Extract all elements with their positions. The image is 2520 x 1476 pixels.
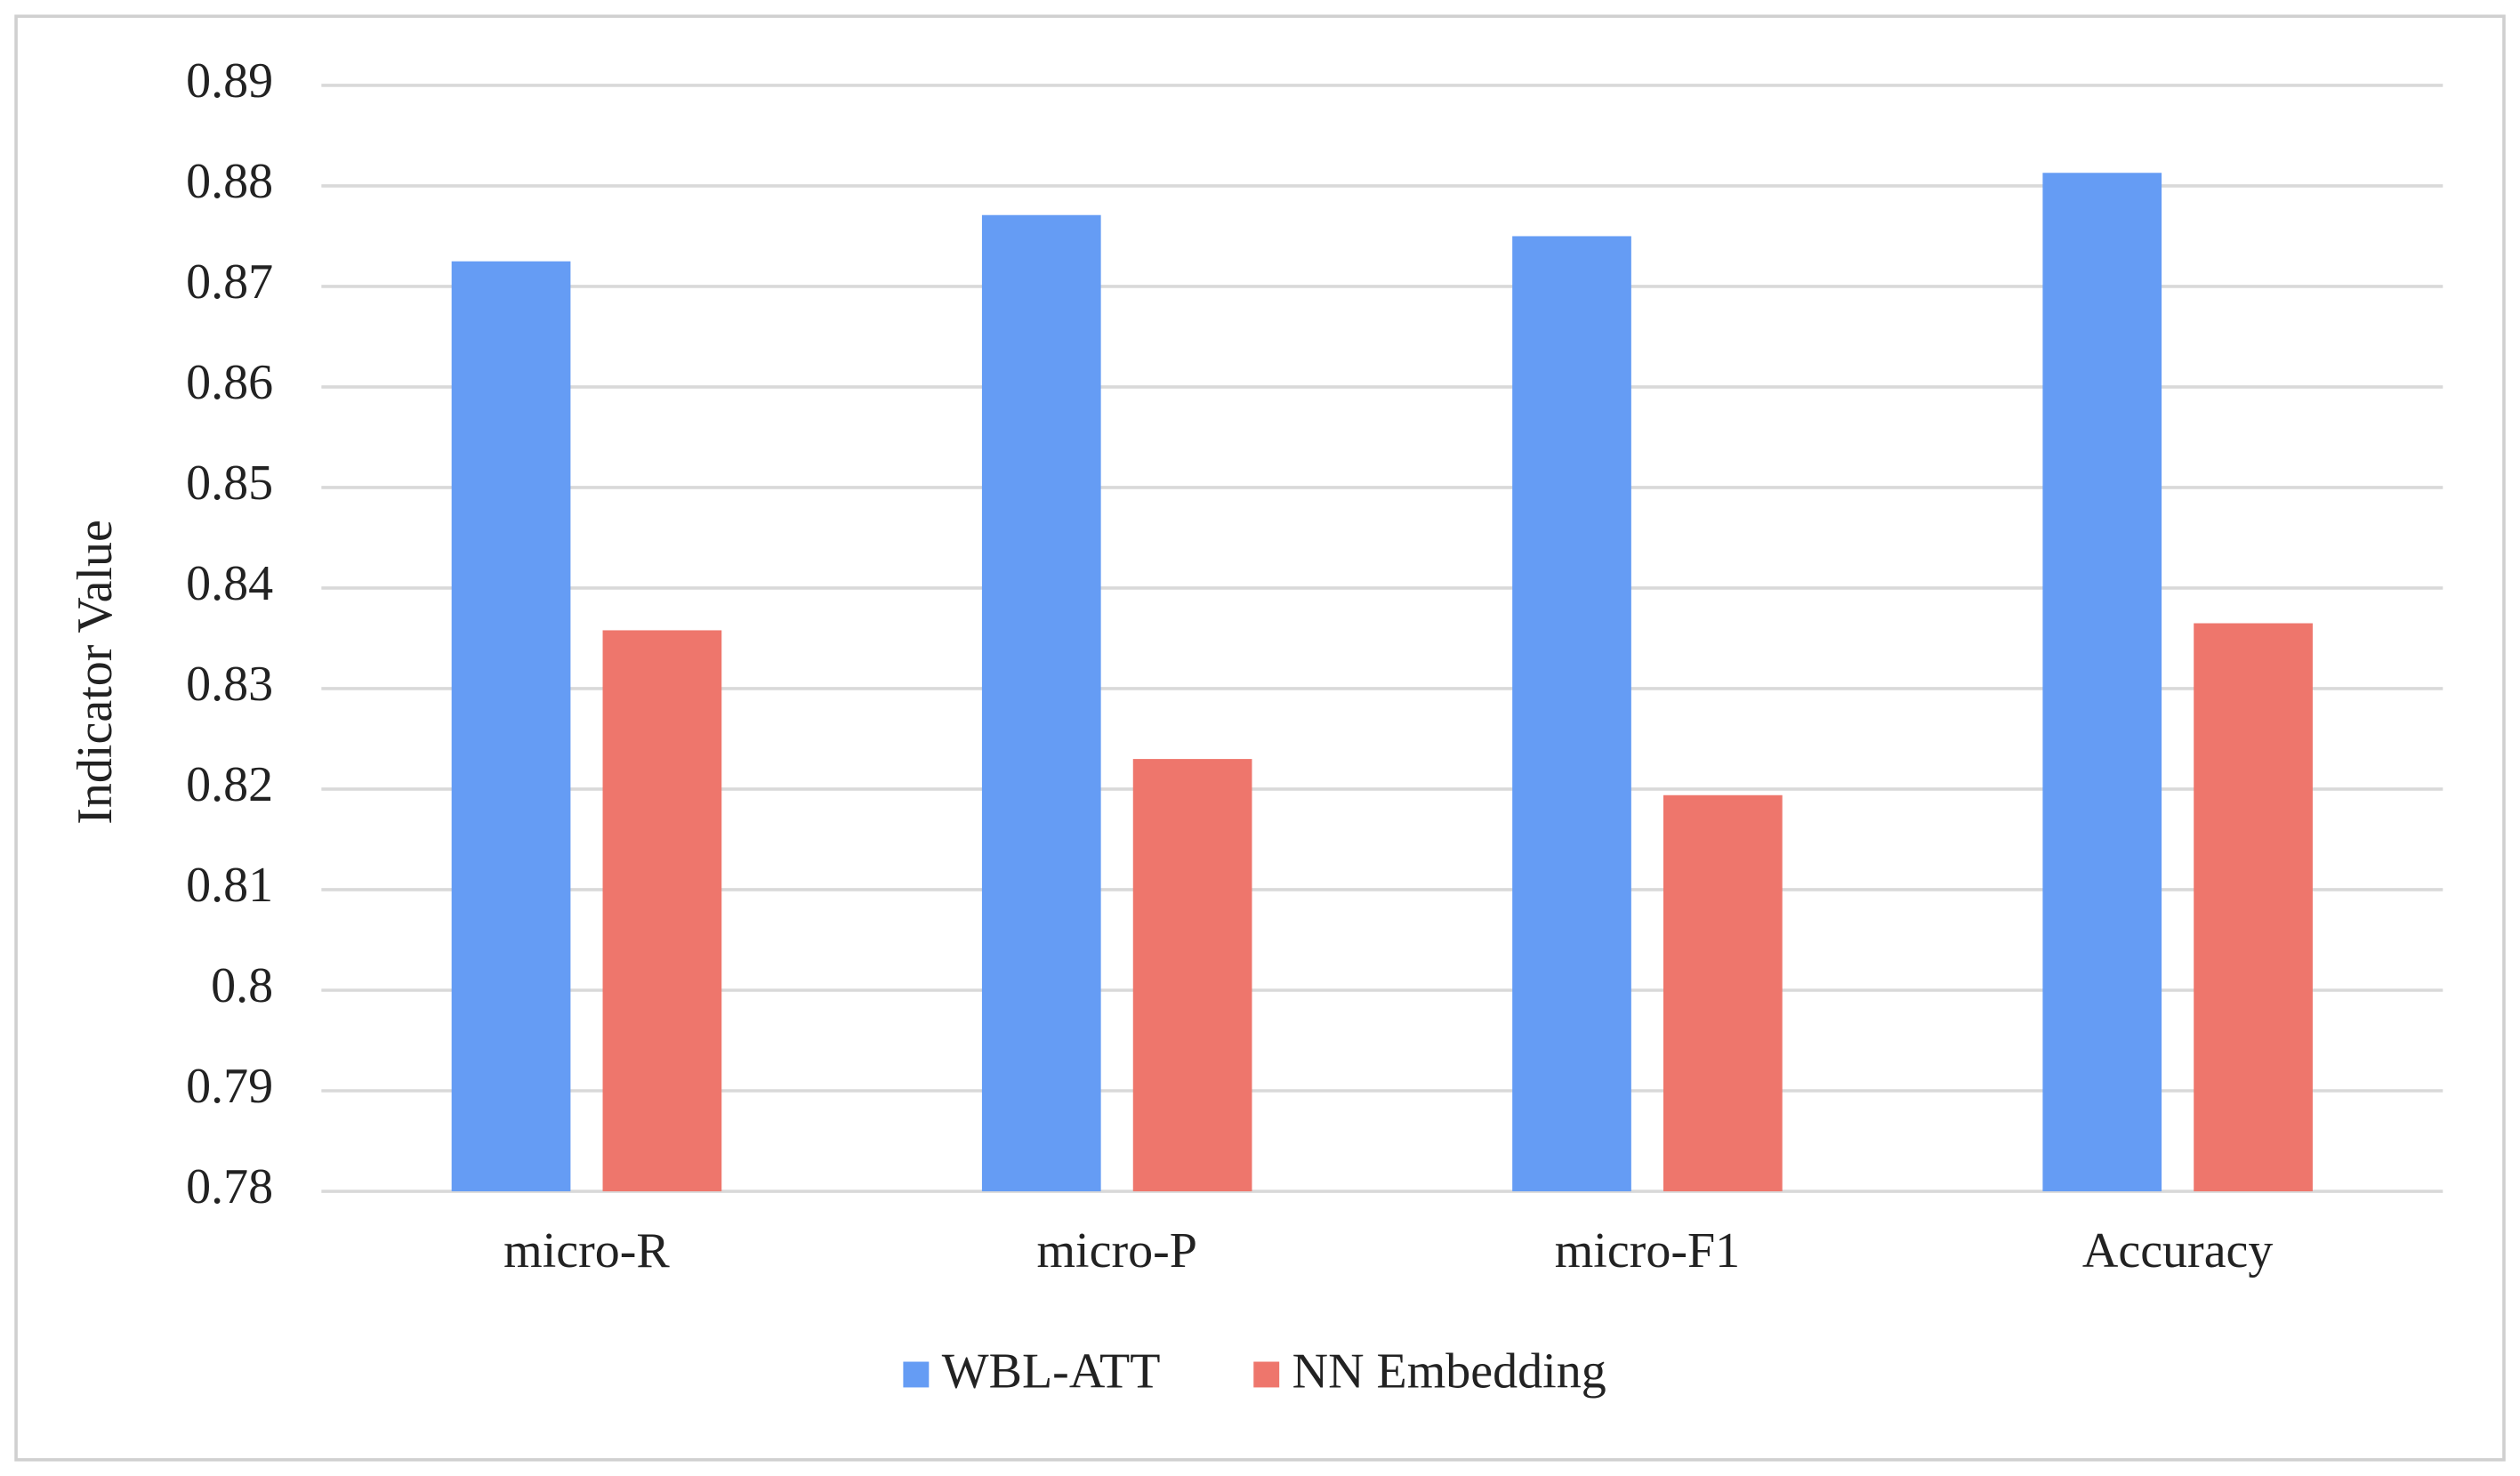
x-tick-label: micro-F1 [1555, 1223, 1740, 1278]
y-tick-label: 0.78 [186, 1159, 273, 1214]
x-tick-label: micro-P [1036, 1223, 1196, 1278]
y-tick-label: 0.8 [211, 958, 273, 1013]
bar [602, 630, 722, 1192]
y-tick-label: 0.87 [186, 254, 273, 310]
x-tick-label: Accuracy [2082, 1223, 2274, 1278]
x-tick-label: micro-R [503, 1223, 670, 1278]
y-tick-label: 0.88 [186, 154, 273, 209]
y-tick-label: 0.85 [186, 456, 273, 511]
y-tick-label: 0.82 [186, 757, 273, 812]
y-tick-label: 0.79 [186, 1059, 273, 1114]
bar [981, 214, 1101, 1192]
y-tick-label: 0.89 [186, 53, 273, 109]
bar [1132, 759, 1252, 1192]
legend-label: WBL-ATT [942, 1344, 1161, 1399]
legend-swatch [903, 1361, 930, 1388]
y-tick-label: 0.84 [186, 556, 273, 611]
legend-label: NN Embedding [1292, 1344, 1606, 1399]
bar [451, 261, 571, 1192]
legend-swatch [1253, 1361, 1280, 1388]
y-tick-label: 0.83 [186, 657, 273, 712]
bar [2042, 173, 2162, 1192]
y-tick-label: 0.86 [186, 355, 273, 410]
y-tick-label: 0.81 [186, 858, 273, 913]
bar [1663, 794, 1783, 1192]
bar [1512, 236, 1631, 1192]
y-axis-label: Indicator Value [68, 520, 123, 825]
bar [2194, 623, 2313, 1192]
